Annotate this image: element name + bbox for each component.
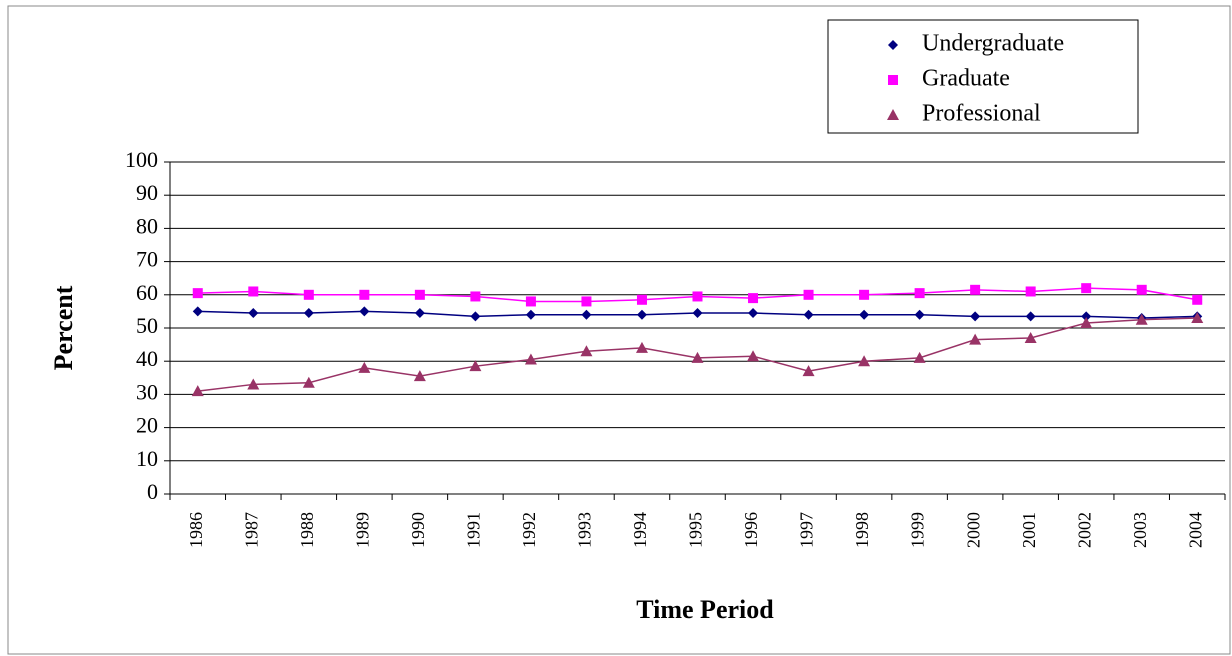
legend-box [827,19,1139,134]
data-point [580,345,593,357]
data-point [691,351,704,363]
y-tick-label: 70 [136,247,158,272]
x-tick-label: 1993 [575,512,595,548]
data-point [247,378,260,390]
data-point [748,308,759,319]
y-tick-label: 60 [136,280,158,305]
x-tick-label: 1997 [797,512,817,548]
data-point [913,351,926,363]
x-tick-label: 1994 [630,512,650,548]
data-point [191,385,204,397]
x-tick-label: 2004 [1185,512,1205,548]
y-tick-label: 100 [125,147,158,172]
data-point [1025,286,1036,297]
data-point [524,353,537,365]
data-point [1136,284,1147,295]
data-point [414,289,425,300]
data-point [1024,331,1037,343]
x-tick-label: 1986 [186,512,206,548]
data-point [692,291,703,302]
data-point [358,361,371,373]
data-point [303,308,314,319]
x-tick-label: 2002 [1074,512,1094,548]
data-point [303,289,314,300]
data-point [692,308,703,319]
y-tick-label: 90 [136,180,158,205]
x-tick-label: 1990 [408,512,428,548]
x-tick-label: 2000 [963,512,983,548]
data-point [469,360,482,372]
data-point [803,289,814,300]
data-point [302,376,315,388]
x-tick-label: 1999 [908,512,928,548]
data-point [470,291,481,302]
data-point [636,309,647,320]
y-axis-label: Percent [49,285,78,370]
data-point [970,284,981,295]
data-point [969,333,982,345]
x-tick-label: 1987 [241,512,261,548]
y-tick-label: 40 [136,346,158,371]
data-point [1135,313,1148,325]
data-point [192,288,203,299]
x-tick-label: 1996 [741,512,761,548]
legend-label: Undergraduate [922,31,1064,57]
data-point [635,341,648,353]
data-point [581,309,592,320]
legend-marker [888,75,898,85]
data-point [1081,283,1092,294]
y-tick-label: 10 [136,446,158,471]
data-point [470,311,481,322]
y-tick-label: 0 [147,479,158,504]
data-point [1081,311,1092,322]
data-point [859,289,870,300]
data-point [802,365,815,377]
data-point [858,355,871,367]
data-point [803,309,814,320]
data-point [914,288,925,299]
x-tick-label: 2001 [1019,512,1039,548]
data-point [414,308,425,319]
data-point [636,294,647,305]
legend-label: Professional [922,101,1041,127]
x-tick-label: 1995 [686,512,706,548]
data-point [970,311,981,322]
legend-marker [888,40,898,50]
y-tick-label: 80 [136,213,158,238]
legend-label: Graduate [922,66,1010,92]
data-point [525,309,536,320]
data-point [525,296,536,307]
legend-marker [887,109,899,120]
y-tick-label: 20 [136,413,158,438]
data-point [359,306,370,317]
data-point [1025,311,1036,322]
data-point [747,350,760,362]
y-tick-label: 50 [136,313,158,338]
data-point [1080,317,1093,329]
data-point [248,308,259,319]
data-point [1192,294,1203,305]
x-tick-label: 1989 [352,512,372,548]
x-tick-label: 2003 [1130,512,1150,548]
data-point [859,309,870,320]
data-point [359,289,370,300]
data-point [581,296,592,307]
data-point [413,370,426,382]
data-point [1191,312,1204,324]
data-point [914,309,925,320]
x-axis-label: Time Period [636,595,774,624]
x-tick-label: 1992 [519,512,539,548]
data-point [248,286,259,297]
x-tick-label: 1988 [297,512,317,548]
x-tick-label: 1998 [852,512,872,548]
data-point [748,293,759,304]
y-tick-label: 30 [136,379,158,404]
data-point [192,306,203,317]
x-tick-label: 1991 [464,512,484,548]
